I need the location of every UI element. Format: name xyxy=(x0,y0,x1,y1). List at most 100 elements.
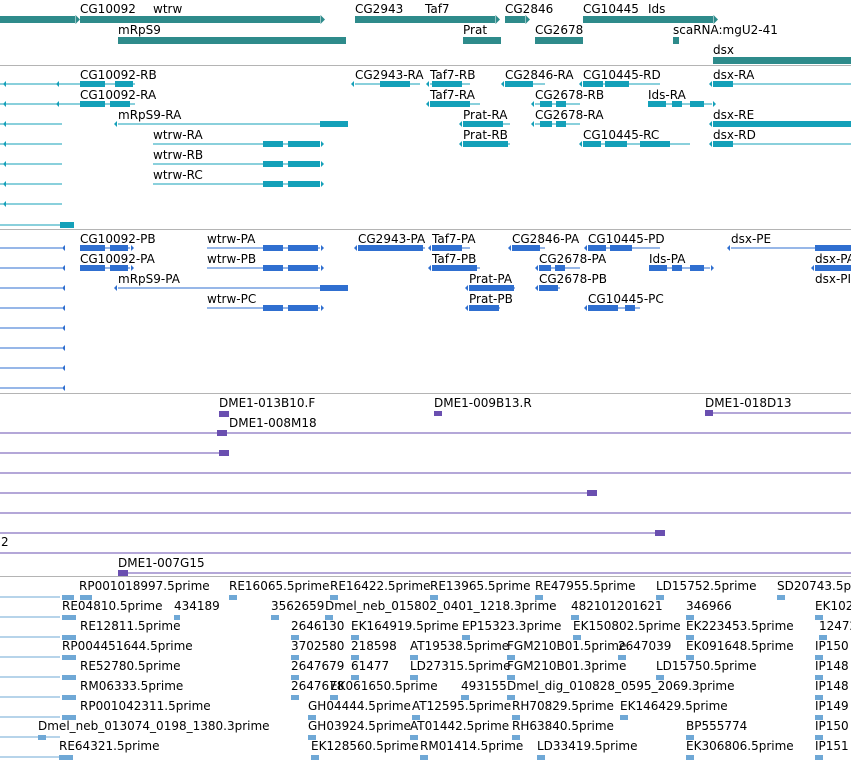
est-label[interactable]: IP150 xyxy=(815,719,849,733)
est-label[interactable]: IP148 xyxy=(815,659,849,673)
est-block[interactable] xyxy=(686,755,694,760)
est-block[interactable] xyxy=(62,715,76,720)
transcript-exon[interactable] xyxy=(80,81,105,87)
protein-exon[interactable] xyxy=(358,245,423,251)
est-label[interactable]: RP001042311.5prime xyxy=(80,699,211,713)
protein-exon[interactable] xyxy=(512,245,540,251)
est-block[interactable] xyxy=(507,655,515,660)
est-block[interactable] xyxy=(819,635,827,640)
transcript-exon[interactable] xyxy=(110,101,130,107)
gene-label[interactable]: mRpS9 xyxy=(118,23,161,37)
est-block[interactable] xyxy=(535,595,543,600)
gene-label[interactable]: CG2943 xyxy=(355,2,404,16)
gene-label[interactable]: dsx xyxy=(713,43,734,57)
est-block[interactable] xyxy=(291,635,299,640)
transcript-exon[interactable] xyxy=(540,121,552,127)
est-label[interactable]: 218598 xyxy=(351,639,397,653)
est-block[interactable] xyxy=(410,675,418,680)
gene-label[interactable]: Prat xyxy=(463,23,488,37)
est-block[interactable] xyxy=(351,655,359,660)
est-block[interactable] xyxy=(308,715,316,720)
est-block[interactable] xyxy=(62,675,76,680)
est-block[interactable] xyxy=(62,595,74,600)
est-block[interactable] xyxy=(291,655,299,660)
est-label[interactable]: LD15752.5prime xyxy=(656,579,757,593)
gene-bar[interactable] xyxy=(118,37,346,44)
est-label[interactable]: IP149 xyxy=(815,699,849,713)
est-label[interactable]: 2646130 xyxy=(291,619,345,633)
est-block[interactable] xyxy=(573,635,581,640)
est-label[interactable]: EK150802.5prime xyxy=(573,619,681,633)
est-label[interactable]: RE16065.5prime xyxy=(229,579,330,593)
est-block[interactable] xyxy=(59,755,73,760)
transcript-exon[interactable] xyxy=(380,81,410,87)
protein-label[interactable]: CG10445-PD xyxy=(588,232,665,246)
gene-bar[interactable] xyxy=(355,16,495,23)
transcript-exon[interactable] xyxy=(605,141,627,147)
protein-label[interactable]: CG10092-PB xyxy=(80,232,156,246)
protein-label[interactable]: wtrw-PA xyxy=(207,232,256,246)
est-label[interactable]: RP004451644.5prime xyxy=(62,639,193,653)
est-block[interactable] xyxy=(656,595,664,600)
transcript-exon[interactable] xyxy=(288,181,320,187)
transcript-label[interactable]: Ids-RA xyxy=(648,88,686,102)
gene-label[interactable]: CG10092 xyxy=(80,2,136,16)
transcript-label[interactable]: wtrw-RA xyxy=(153,128,203,142)
gene-bar[interactable] xyxy=(535,37,583,44)
est-label[interactable]: RE12811.5prime xyxy=(80,619,181,633)
transcript-exon[interactable] xyxy=(263,161,283,167)
est-label[interactable]: RH70829.5prime xyxy=(512,699,614,713)
transcript-label[interactable]: Prat-RA xyxy=(463,108,508,122)
est-label[interactable]: RE52780.5prime xyxy=(80,659,181,673)
transcript-exon[interactable] xyxy=(288,161,320,167)
est-label[interactable]: LD27315.5prime xyxy=(410,659,511,673)
transcript-label[interactable]: CG10445-RC xyxy=(583,128,660,142)
est-block[interactable] xyxy=(325,615,333,620)
transcript-exon[interactable] xyxy=(556,121,566,127)
transcript-label[interactable]: CG2678-RB xyxy=(535,88,605,102)
protein-label[interactable]: Taf7-PA xyxy=(432,232,476,246)
transcript-exon[interactable] xyxy=(713,81,733,87)
est-label[interactable]: 61477 xyxy=(351,659,390,673)
est-block[interactable] xyxy=(815,735,823,740)
est-block[interactable] xyxy=(38,735,46,740)
est-label[interactable]: IP151 xyxy=(815,739,849,753)
clone-label[interactable]: DME1-013B10.F xyxy=(219,396,316,410)
protein-exon[interactable] xyxy=(539,285,551,291)
est-label[interactable]: IP148 xyxy=(815,679,849,693)
transcript-label[interactable]: CG10092-RB xyxy=(80,68,157,82)
protein-exon[interactable] xyxy=(263,305,283,311)
est-label[interactable]: Dmel_neb_013074_0198_1380.3prime xyxy=(38,719,270,733)
protein-exon[interactable] xyxy=(80,245,105,251)
transcript-label[interactable]: wtrw-RC xyxy=(153,168,203,182)
est-label[interactable]: IP150 xyxy=(815,639,849,653)
protein-exon[interactable] xyxy=(610,245,632,251)
gene-bar[interactable] xyxy=(673,37,679,44)
transcript-exon[interactable] xyxy=(463,121,503,127)
clone-label[interactable]: 2 xyxy=(1,535,9,549)
transcript-label[interactable]: CG10092-RA xyxy=(80,88,157,102)
protein-exon[interactable] xyxy=(263,245,283,251)
gene-label[interactable]: Ids xyxy=(648,2,666,16)
est-label[interactable]: RE47955.5prime xyxy=(535,579,636,593)
transcript-exon[interactable] xyxy=(713,121,851,127)
est-block[interactable] xyxy=(618,655,626,660)
gene-label[interactable]: wtrw xyxy=(153,2,183,16)
protein-label[interactable]: dsx-PA xyxy=(815,252,851,266)
transcript-exon[interactable] xyxy=(320,121,348,127)
transcript-exon[interactable] xyxy=(263,141,283,147)
est-label[interactable]: RP001018997.5prime xyxy=(79,579,210,593)
protein-exon[interactable] xyxy=(625,305,635,311)
transcript-exon[interactable] xyxy=(263,181,283,187)
est-block[interactable] xyxy=(537,755,545,760)
est-block[interactable] xyxy=(507,695,515,700)
transcript-exon[interactable] xyxy=(540,101,552,107)
est-label[interactable]: EK306806.5prime xyxy=(686,739,794,753)
protein-exon[interactable] xyxy=(815,245,851,251)
est-label[interactable]: EK146429.5prime xyxy=(620,699,728,713)
clone-label[interactable]: DME1-007G15 xyxy=(118,556,205,570)
est-label[interactable]: 3562659 xyxy=(271,599,325,613)
transcript-exon[interactable] xyxy=(640,141,670,147)
protein-exon[interactable] xyxy=(288,245,318,251)
protein-label[interactable]: Prat-PA xyxy=(469,272,513,286)
